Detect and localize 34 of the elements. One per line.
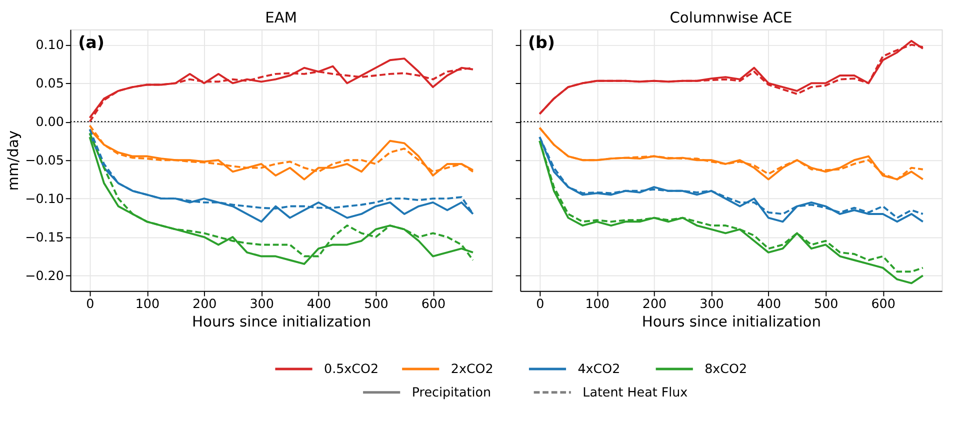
legend-label: 2xCO2 <box>450 360 494 376</box>
x-tick-label: 0 <box>86 296 94 311</box>
x-tick-label: 600 <box>421 296 446 311</box>
chart-title: EAM <box>265 10 298 27</box>
chart-title: Columnwise ACE <box>670 10 792 27</box>
x-tick-label: 400 <box>306 296 332 311</box>
x-axis-title: Hours since initialization <box>192 314 372 331</box>
text: Precipitation <box>412 384 492 400</box>
legend-label: 4xCO2 <box>578 360 620 376</box>
x-tick-label: 600 <box>871 296 896 311</box>
y-tick-label: −0.10 <box>25 190 64 206</box>
y-axis-title: mm/day <box>5 130 22 191</box>
y-tick-label: 0.10 <box>36 37 64 52</box>
y-tick-label: −0.05 <box>25 152 64 168</box>
x-tick-label: 300 <box>250 296 274 311</box>
x-tick-label: 0 <box>536 296 544 311</box>
x-tick-label: 300 <box>700 296 724 311</box>
text: Latent Heat Flux <box>582 384 688 400</box>
legend-label: 8xCO2 <box>704 360 748 376</box>
legend-label: 0.5xCO2 <box>324 360 379 376</box>
x-tick-label: 200 <box>192 296 217 311</box>
x-tick-label: 400 <box>756 296 782 311</box>
y-tick-label: −0.15 <box>25 229 64 244</box>
x-tick-label: 100 <box>135 296 160 311</box>
x-tick-label: 200 <box>642 296 667 311</box>
annotation: (b) <box>528 32 556 52</box>
y-tick-label: 0.05 <box>36 76 64 91</box>
x-tick-label: 500 <box>364 296 388 311</box>
x-tick-label: 500 <box>814 296 838 311</box>
x-tick-label: 100 <box>585 296 610 311</box>
x-axis-title: Hours since initialization <box>642 314 821 331</box>
annotation: (a) <box>78 32 104 52</box>
y-tick-label: 0.00 <box>36 114 64 130</box>
y-tick-label: −0.20 <box>25 268 64 283</box>
